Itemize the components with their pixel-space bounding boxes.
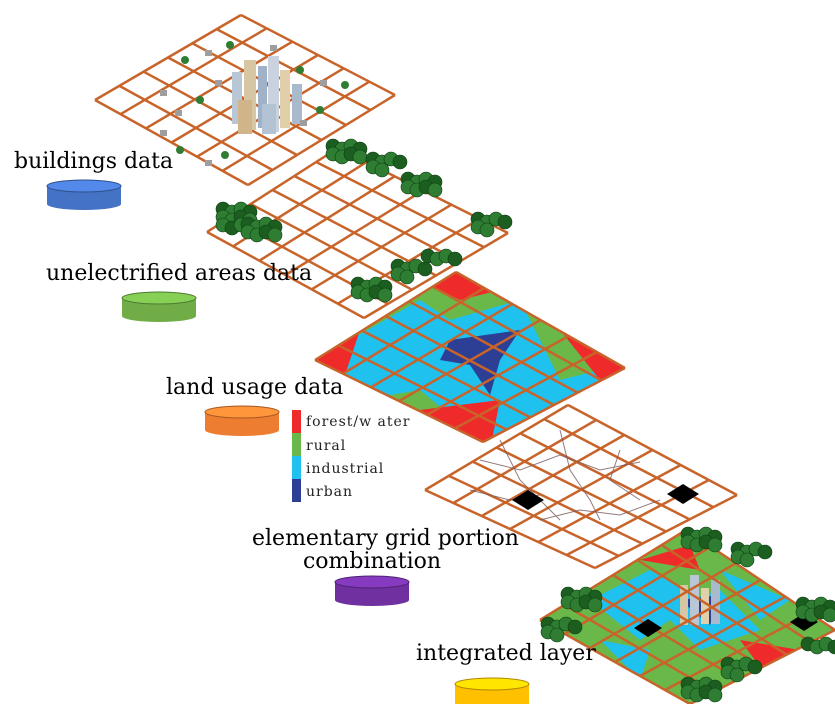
integrated-db-icon: [454, 677, 530, 704]
legend-swatch-forest: [292, 410, 301, 433]
land-usage-grid-line: [455, 270, 626, 370]
elementary-layer: [424, 403, 738, 570]
substation-marker: [634, 619, 662, 637]
elementary-db-icon: [334, 575, 410, 606]
tree-icon: [427, 182, 443, 198]
elementary-grid-label-line1: elementary grid portion: [252, 526, 519, 551]
land-usage-grid-line: [454, 350, 598, 430]
substation-marker: [512, 490, 544, 510]
tree-icon: [587, 597, 603, 613]
tree-icon: [181, 56, 189, 64]
integrated-layer: [539, 526, 835, 704]
tree-icon: [549, 627, 565, 643]
elementary-grid-line: [567, 403, 738, 497]
buildings-grid-line: [240, 13, 396, 97]
elementary-grid-label-line2: combination: [302, 549, 442, 575]
tree-icon: [827, 639, 835, 655]
land-usage-db-icon: [204, 405, 280, 436]
tree-icon: [399, 269, 415, 285]
legend-label-forest: forest/w ater: [306, 414, 411, 430]
tree-icon: [707, 537, 723, 553]
building-icon: [160, 90, 167, 96]
tree-icon: [392, 154, 408, 170]
buildings-grid-line: [247, 93, 396, 187]
tree-icon: [479, 222, 495, 238]
building-icon: [320, 80, 327, 86]
tree-icon: [707, 687, 723, 703]
tree-icon: [221, 151, 229, 159]
integrated-layer-label: integrated layer: [416, 641, 596, 666]
legend-label-urban: urban: [306, 484, 354, 500]
legend-swatch-industrial: [292, 456, 301, 479]
unelectrified-layer: [206, 138, 513, 320]
buildings-layer: [94, 13, 396, 187]
tree-icon: [822, 607, 835, 623]
building-icon: [205, 160, 212, 166]
buildings-scatter: [160, 41, 349, 166]
elementary-grid-line: [594, 493, 738, 570]
building-icon: [205, 50, 212, 56]
unelectrified-data-label: unelectrified areas data: [46, 261, 313, 286]
legend-label-rural: rural: [306, 438, 347, 454]
integrated-forest: [540, 526, 835, 703]
tree-icon: [352, 149, 368, 165]
tree-icon: [447, 251, 463, 267]
city-cluster: [232, 56, 302, 134]
land-usage-data-label: land usage data: [166, 375, 344, 400]
building-icon: [160, 130, 167, 136]
tree-icon: [497, 214, 513, 230]
unelectrified-grid-line: [363, 231, 509, 320]
buildings-db-icon: [46, 179, 122, 210]
building-icon: [300, 120, 307, 126]
unelectrified-db-icon: [121, 291, 197, 322]
tree-icon: [747, 659, 763, 675]
tree-icon: [739, 552, 755, 568]
legend-label-industrial: industrial: [306, 461, 385, 477]
tree-icon: [316, 106, 324, 114]
legend-swatches: [292, 410, 301, 502]
tree-icon: [729, 667, 745, 683]
tree-icon: [374, 162, 390, 178]
land-usage-grid: [314, 270, 626, 444]
elementary-grid-label: elementary grid portion combination: [252, 526, 519, 575]
tree-icon: [176, 146, 184, 154]
forest-clusters: [215, 138, 513, 303]
tree-icon: [377, 287, 393, 303]
buildings-data-label: buildings data: [14, 149, 174, 174]
land-usage-grid-line: [482, 366, 626, 444]
building-icon: [215, 80, 222, 86]
tree-icon: [341, 81, 349, 89]
tree-icon: [226, 41, 234, 49]
building-icon: [175, 110, 182, 116]
tree-icon: [296, 66, 304, 74]
building-icon: [270, 45, 277, 51]
legend-swatch-urban: [292, 479, 301, 502]
tree-icon: [567, 619, 583, 635]
legend-swatch-rural: [292, 433, 301, 456]
tree-icon: [267, 227, 283, 243]
buildings-grid-line: [221, 80, 370, 172]
substation-marker: [667, 484, 699, 504]
elementary-grid: [424, 403, 738, 570]
tree-icon: [196, 96, 204, 104]
tree-icon: [757, 544, 773, 560]
tree-icon: [417, 261, 433, 277]
